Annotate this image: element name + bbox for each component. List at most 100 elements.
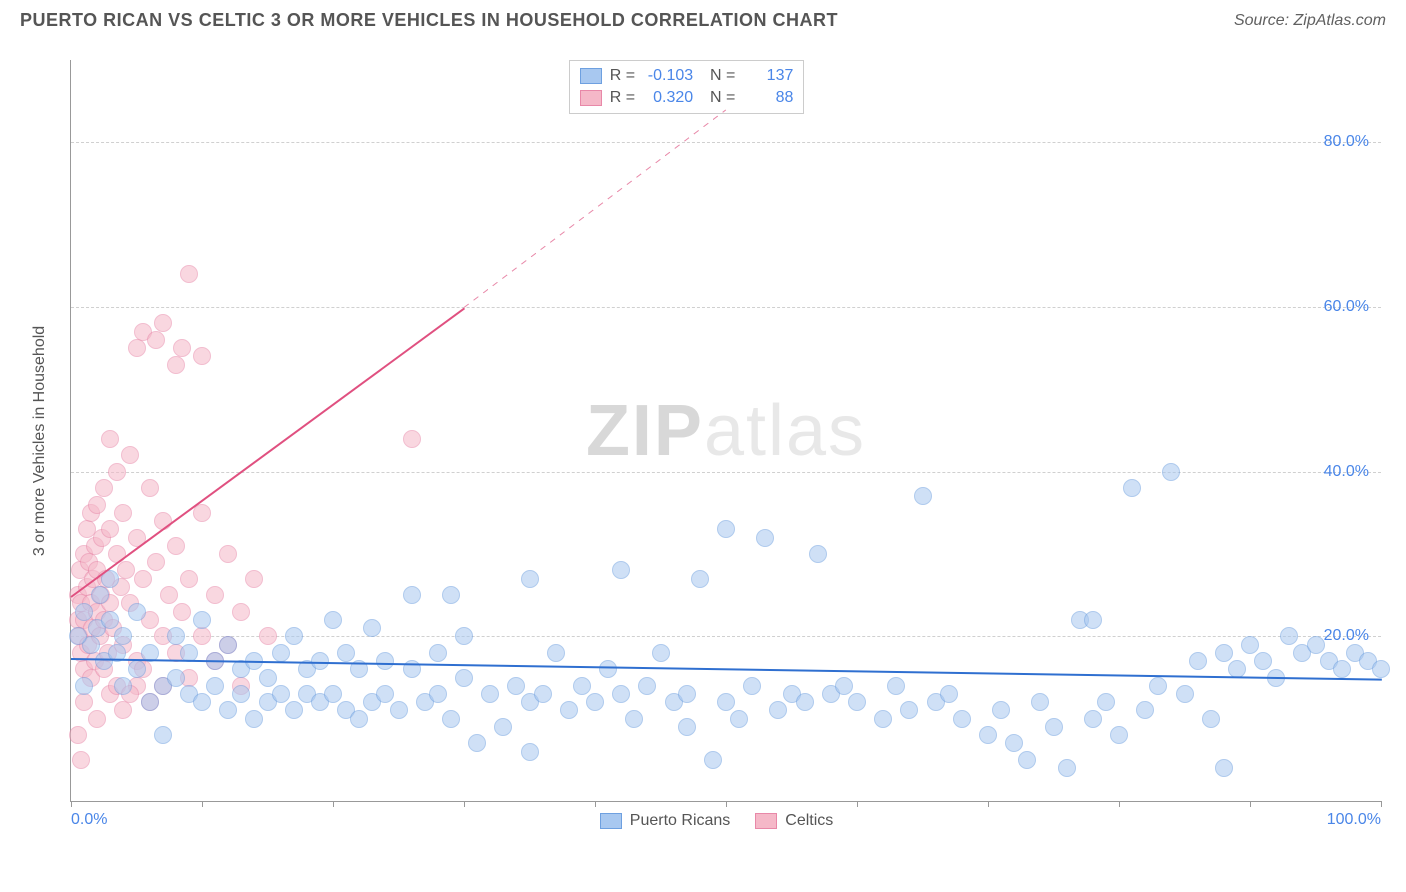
scatter-point-puerto-ricans bbox=[953, 710, 971, 728]
scatter-point-puerto-ricans bbox=[769, 701, 787, 719]
scatter-point-puerto-ricans bbox=[259, 669, 277, 687]
scatter-point-puerto-ricans bbox=[717, 520, 735, 538]
scatter-point-celtics bbox=[88, 710, 106, 728]
scatter-point-puerto-ricans bbox=[507, 677, 525, 695]
scatter-point-puerto-ricans bbox=[429, 685, 447, 703]
scatter-point-puerto-ricans bbox=[193, 693, 211, 711]
scatter-point-puerto-ricans bbox=[128, 603, 146, 621]
scatter-point-puerto-ricans bbox=[75, 677, 93, 695]
y-tick-label: 40.0% bbox=[1324, 463, 1369, 481]
scatter-point-celtics bbox=[141, 479, 159, 497]
scatter-point-celtics bbox=[147, 331, 165, 349]
scatter-point-puerto-ricans bbox=[743, 677, 761, 695]
y-tick-label: 60.0% bbox=[1324, 298, 1369, 316]
x-tick-mark bbox=[1381, 801, 1382, 807]
scatter-point-puerto-ricans bbox=[887, 677, 905, 695]
legend-item-celtics: Celtics bbox=[755, 812, 833, 830]
scatter-point-celtics bbox=[75, 693, 93, 711]
scatter-point-puerto-ricans bbox=[560, 701, 578, 719]
scatter-point-puerto-ricans bbox=[442, 586, 460, 604]
scatter-point-puerto-ricans bbox=[573, 677, 591, 695]
x-tick-mark bbox=[333, 801, 334, 807]
scatter-point-puerto-ricans bbox=[1031, 693, 1049, 711]
scatter-point-puerto-ricans bbox=[1149, 677, 1167, 695]
scatter-point-puerto-ricans bbox=[1202, 710, 1220, 728]
scatter-point-celtics bbox=[128, 339, 146, 357]
scatter-point-puerto-ricans bbox=[324, 611, 342, 629]
scatter-point-puerto-ricans bbox=[1215, 759, 1233, 777]
plot-area: ZIPatlas R = -0.103 N = 137 R = 0.320 N … bbox=[70, 60, 1381, 802]
scatter-point-puerto-ricans bbox=[1176, 685, 1194, 703]
scatter-point-puerto-ricans bbox=[324, 685, 342, 703]
scatter-point-puerto-ricans bbox=[1005, 734, 1023, 752]
scatter-point-puerto-ricans bbox=[521, 570, 539, 588]
scatter-point-puerto-ricans bbox=[1189, 652, 1207, 670]
scatter-point-celtics bbox=[173, 339, 191, 357]
scatter-point-puerto-ricans bbox=[914, 487, 932, 505]
stat-n-value-1: 137 bbox=[743, 67, 793, 85]
x-tick-label-right: 100.0% bbox=[1327, 811, 1381, 829]
stat-r-value-2: 0.320 bbox=[643, 89, 693, 107]
scatter-point-puerto-ricans bbox=[101, 611, 119, 629]
scatter-point-puerto-ricans bbox=[1241, 636, 1259, 654]
y-axis-label: 3 or more Vehicles in Household bbox=[31, 326, 49, 556]
scatter-point-puerto-ricans bbox=[1097, 693, 1115, 711]
x-tick-mark bbox=[1250, 801, 1251, 807]
scatter-point-celtics bbox=[173, 603, 191, 621]
x-tick-mark bbox=[1119, 801, 1120, 807]
scatter-point-puerto-ricans bbox=[534, 685, 552, 703]
scatter-point-puerto-ricans bbox=[1307, 636, 1325, 654]
scatter-point-celtics bbox=[114, 701, 132, 719]
scatter-point-puerto-ricans bbox=[940, 685, 958, 703]
scatter-point-puerto-ricans bbox=[285, 627, 303, 645]
scatter-point-puerto-ricans bbox=[219, 636, 237, 654]
legend-stats-row-1: R = -0.103 N = 137 bbox=[580, 65, 794, 87]
scatter-point-puerto-ricans bbox=[206, 677, 224, 695]
source-attribution: Source: ZipAtlas.com bbox=[1234, 12, 1386, 30]
scatter-point-celtics bbox=[95, 479, 113, 497]
scatter-point-puerto-ricans bbox=[1280, 627, 1298, 645]
scatter-point-puerto-ricans bbox=[1162, 463, 1180, 481]
scatter-point-puerto-ricans bbox=[848, 693, 866, 711]
scatter-point-puerto-ricans bbox=[494, 718, 512, 736]
scatter-point-celtics bbox=[121, 446, 139, 464]
scatter-point-puerto-ricans bbox=[1058, 759, 1076, 777]
scatter-point-puerto-ricans bbox=[350, 710, 368, 728]
scatter-point-puerto-ricans bbox=[167, 669, 185, 687]
scatter-point-puerto-ricans bbox=[245, 710, 263, 728]
stat-n-label: N = bbox=[701, 89, 735, 107]
x-tick-mark bbox=[857, 801, 858, 807]
stat-r-label: R = bbox=[610, 89, 635, 107]
stat-r-value-1: -0.103 bbox=[643, 67, 693, 85]
scatter-point-puerto-ricans bbox=[586, 693, 604, 711]
x-tick-mark bbox=[988, 801, 989, 807]
scatter-point-celtics bbox=[245, 570, 263, 588]
scatter-point-puerto-ricans bbox=[285, 701, 303, 719]
scatter-point-celtics bbox=[193, 627, 211, 645]
scatter-point-puerto-ricans bbox=[442, 710, 460, 728]
scatter-point-puerto-ricans bbox=[468, 734, 486, 752]
x-tick-label-left: 0.0% bbox=[71, 811, 107, 829]
legend-item-puerto-ricans: Puerto Ricans bbox=[600, 812, 731, 830]
scatter-point-puerto-ricans bbox=[992, 701, 1010, 719]
scatter-point-celtics bbox=[114, 504, 132, 522]
scatter-point-celtics bbox=[193, 347, 211, 365]
bottom-legend: Puerto Ricans Celtics bbox=[600, 812, 834, 830]
scatter-point-celtics bbox=[134, 570, 152, 588]
scatter-point-puerto-ricans bbox=[1084, 611, 1102, 629]
scatter-point-puerto-ricans bbox=[1018, 751, 1036, 769]
scatter-point-puerto-ricans bbox=[376, 652, 394, 670]
scatter-point-puerto-ricans bbox=[625, 710, 643, 728]
gridline bbox=[71, 307, 1381, 308]
stat-n-label: N = bbox=[701, 67, 735, 85]
scatter-point-puerto-ricans bbox=[272, 644, 290, 662]
scatter-point-puerto-ricans bbox=[835, 677, 853, 695]
scatter-point-puerto-ricans bbox=[796, 693, 814, 711]
scatter-point-puerto-ricans bbox=[874, 710, 892, 728]
trend-line bbox=[464, 110, 727, 309]
scatter-point-puerto-ricans bbox=[1372, 660, 1390, 678]
scatter-point-puerto-ricans bbox=[717, 693, 735, 711]
legend-stats-box: R = -0.103 N = 137 R = 0.320 N = 88 bbox=[569, 60, 805, 114]
swatch-puerto-ricans bbox=[600, 813, 622, 829]
scatter-point-puerto-ricans bbox=[455, 627, 473, 645]
